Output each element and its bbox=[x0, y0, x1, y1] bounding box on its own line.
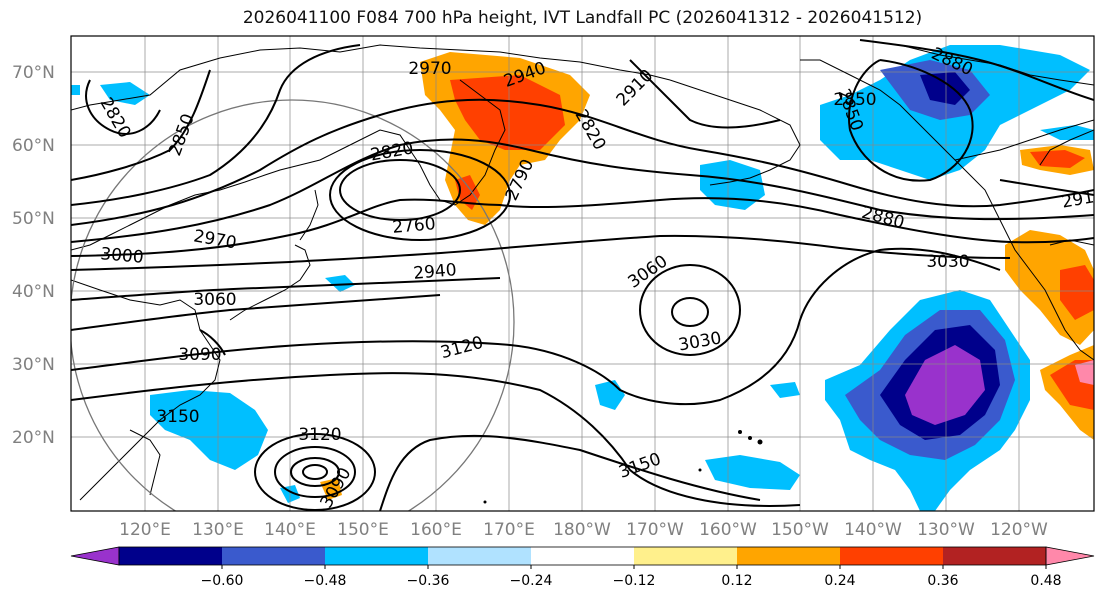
colorbar-tick-label: 0.36 bbox=[927, 573, 958, 589]
contour-label: 2760 bbox=[392, 214, 437, 238]
longitude-labels: 120°E 130°E 140°E 150°E 160°E 170°E 180°… bbox=[119, 520, 1048, 540]
colorbar-frame bbox=[118, 546, 1047, 566]
height-contours bbox=[71, 39, 1094, 511]
lon-label-160e: 160°E bbox=[410, 520, 462, 540]
lat-label-30n: 30°N bbox=[12, 355, 55, 375]
lon-label-150e: 150°E bbox=[337, 520, 389, 540]
colorbar-segment bbox=[840, 547, 944, 565]
islands bbox=[483, 430, 763, 504]
colorbar-segment bbox=[634, 547, 738, 565]
contour-label: 2850 bbox=[833, 90, 876, 110]
map-title: 2026041100 F084 700 hPa height, IVT Land… bbox=[242, 8, 923, 28]
contour-label: 3000 bbox=[100, 244, 145, 268]
lat-label-20n: 20°N bbox=[12, 428, 55, 448]
map-frame bbox=[70, 35, 1095, 512]
lon-label-120w: 120°W bbox=[990, 520, 1048, 540]
latitude-labels: 70°N 60°N 50°N 40°N 30°N 20°N bbox=[12, 63, 55, 448]
lon-label-160w: 160°W bbox=[699, 520, 757, 540]
colorbar-extend-high bbox=[1045, 546, 1095, 566]
contour-label: 3090 bbox=[178, 345, 221, 365]
lon-label-180w: 180°W bbox=[553, 520, 611, 540]
lon-label-130w: 130°W bbox=[917, 520, 975, 540]
lon-label-120e: 120°E bbox=[119, 520, 171, 540]
colorbar: −0.60 −0.48 −0.36 −0.24 −0.12 0.12 0.24 0.36 0.4… bbox=[70, 546, 1095, 589]
lon-label-130e: 130°E bbox=[192, 520, 244, 540]
colorbar-tick-label: −0.48 bbox=[304, 573, 347, 589]
lon-label-150w: 150°W bbox=[771, 520, 829, 540]
contour-label: 2970 bbox=[408, 59, 451, 79]
colorbar-tick-label: −0.12 bbox=[613, 573, 656, 589]
colorbar-segment bbox=[428, 547, 532, 565]
ivt-shading bbox=[71, 45, 1094, 511]
colorbar-segment bbox=[737, 547, 841, 565]
colorbar-tick-label: −0.36 bbox=[407, 573, 450, 589]
colorbar-tick-label: −0.60 bbox=[201, 573, 244, 589]
colorbar-tick-label: 0.48 bbox=[1030, 573, 1061, 589]
colorbar-segment bbox=[119, 547, 223, 565]
contour-label: 3030 bbox=[926, 252, 969, 272]
colorbar-segment bbox=[943, 547, 1047, 565]
ivt-positive-westcoast bbox=[1005, 230, 1094, 345]
lon-label-140w: 140°W bbox=[844, 520, 902, 540]
lat-label-50n: 50°N bbox=[12, 209, 55, 229]
contour-label: 3060 bbox=[193, 290, 236, 310]
range-circle bbox=[71, 99, 515, 511]
contour-label: 3120 bbox=[298, 425, 341, 445]
colorbar-segment bbox=[325, 547, 429, 565]
contour-label: 3150 bbox=[156, 407, 199, 427]
colorbar-segment bbox=[222, 547, 326, 565]
lon-label-170w: 170°W bbox=[626, 520, 684, 540]
colorbar-tick-label: −0.24 bbox=[510, 573, 553, 589]
colorbar-tick-label: 0.12 bbox=[721, 573, 752, 589]
lon-label-140e: 140°E bbox=[264, 520, 316, 540]
colorbar-tick-label: 0.24 bbox=[824, 573, 855, 589]
lat-label-40n: 40°N bbox=[12, 282, 55, 302]
contour-label: 2940 bbox=[413, 260, 458, 284]
colorbar-extend-low bbox=[70, 546, 120, 566]
lat-label-70n: 70°N bbox=[12, 63, 55, 83]
lon-label-170e: 170°E bbox=[483, 520, 535, 540]
graticule bbox=[71, 36, 1094, 511]
lat-label-60n: 60°N bbox=[12, 136, 55, 156]
colorbar-segment bbox=[531, 547, 635, 565]
